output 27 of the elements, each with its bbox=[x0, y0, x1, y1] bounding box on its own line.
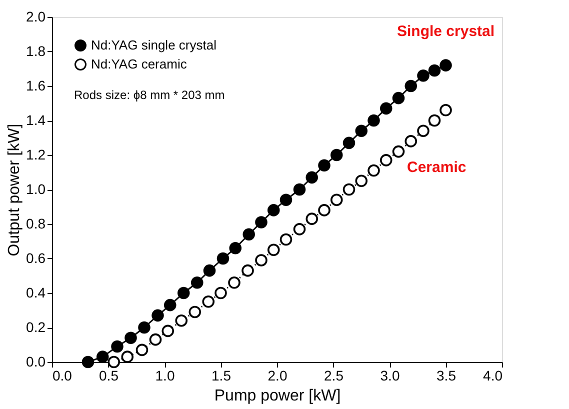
y-tick-label: 1.4 bbox=[26, 112, 46, 128]
y-tick-label: 0.6 bbox=[26, 250, 46, 266]
x-tick-label: 3.0 bbox=[380, 368, 400, 384]
y-tick-label: 0.2 bbox=[26, 319, 46, 335]
x-tick-label: 4.0 bbox=[483, 368, 503, 384]
y-axis-title: Output power [kW] bbox=[6, 124, 24, 256]
x-tick-label: 1.0 bbox=[155, 368, 175, 384]
y-tick-label: 1.6 bbox=[26, 78, 46, 94]
x-tick-label: 0.5 bbox=[99, 368, 119, 384]
y-tick-label: 1.0 bbox=[26, 181, 46, 197]
y-tick-label: 0.0 bbox=[26, 354, 46, 370]
annotation: Single crystal bbox=[397, 23, 495, 40]
legend-label: Nd:YAG single crystal bbox=[91, 38, 217, 52]
annotation: Ceramic bbox=[407, 159, 466, 176]
y-tick-label: 1.2 bbox=[26, 146, 46, 162]
x-tick-label: 2.0 bbox=[268, 368, 288, 384]
x-tick-label: 1.5 bbox=[212, 368, 232, 384]
y-tick-label: 2.0 bbox=[26, 8, 46, 24]
x-axis-title: Pump power [kW] bbox=[214, 388, 341, 404]
legend-label: Nd:YAG ceramic bbox=[91, 56, 188, 72]
x-tick-label: 0.0 bbox=[52, 368, 72, 384]
x-tick-label: 2.5 bbox=[324, 368, 344, 384]
y-tick-label: 1.8 bbox=[26, 43, 46, 59]
annotation: Rods size: ϕ8 mm * 203 mm bbox=[74, 88, 225, 102]
y-tick-label: 0.4 bbox=[26, 284, 46, 300]
y-tick-label: 0.8 bbox=[26, 216, 46, 232]
x-tick-label: 3.5 bbox=[436, 368, 456, 384]
